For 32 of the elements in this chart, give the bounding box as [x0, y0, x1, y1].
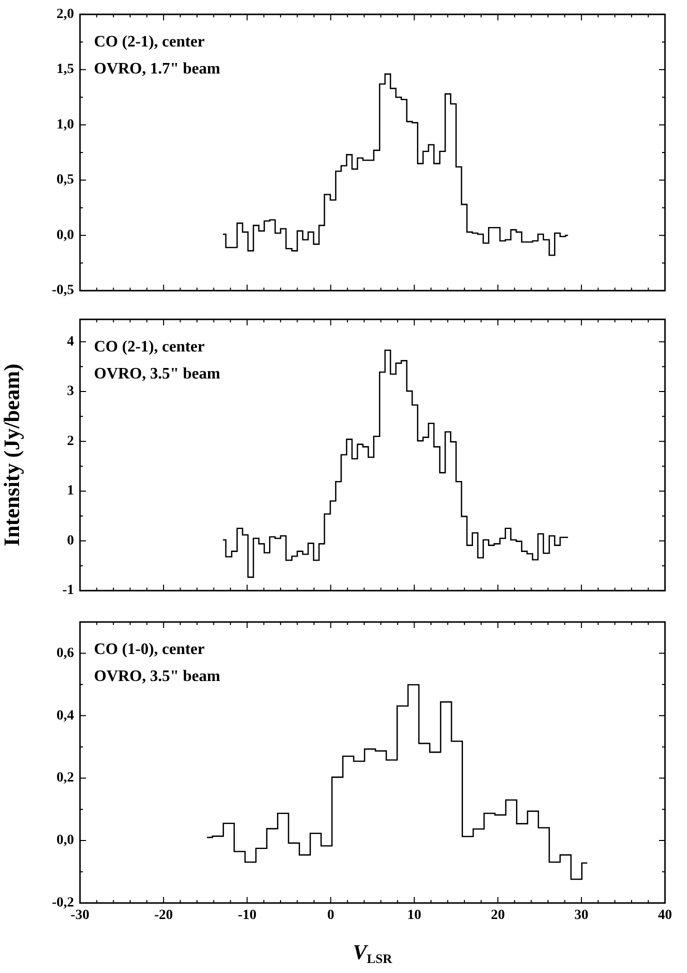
y-tick-label: 0,5 [56, 172, 74, 188]
y-tick-label: 0 [67, 533, 74, 548]
y-tick-label: 0,6 [56, 646, 74, 661]
y-axis-title: Intensity (Jy/beam) [0, 364, 24, 546]
x-tick-label: -20 [154, 908, 173, 924]
y-tick-label: 1 [67, 484, 74, 499]
x-tick-label: 20 [490, 908, 505, 924]
y-tick-label: 2 [67, 434, 74, 449]
y-tick-label: 2,0 [56, 7, 74, 22]
y-tick-label: 0,0 [56, 228, 74, 243]
y-tick-label: 3 [67, 384, 74, 400]
x-tick-label: 40 [658, 908, 672, 924]
annotation: OVRO, 3.5" beam [94, 668, 221, 685]
annotation: CO (2-1), center [94, 338, 205, 356]
y-tick-label: -0,5 [52, 283, 74, 298]
x-tick-label: 30 [574, 908, 588, 924]
y-tick-label: 1,5 [56, 62, 74, 78]
annotation: CO (1-0), center [94, 641, 205, 658]
y-tick-label: 4 [67, 334, 74, 350]
x-tick-label: -30 [70, 908, 90, 924]
y-tick-label: 0,2 [56, 770, 74, 786]
y-tick-label: -1 [62, 583, 74, 598]
annotation: OVRO, 1.7" beam [94, 60, 221, 78]
x-tick-label: 10 [407, 908, 422, 924]
annotation: OVRO, 3.5" beam [94, 365, 221, 382]
annotation: CO (2-1), center [94, 33, 205, 50]
x-tick-label: 0 [327, 908, 334, 924]
y-tick-label: -0,2 [52, 896, 74, 911]
y-tick-label: 1,0 [56, 117, 74, 132]
y-tick-label: 0,0 [56, 833, 74, 848]
y-tick-label: 0,4 [56, 708, 74, 724]
x-tick-label: -10 [238, 908, 256, 924]
